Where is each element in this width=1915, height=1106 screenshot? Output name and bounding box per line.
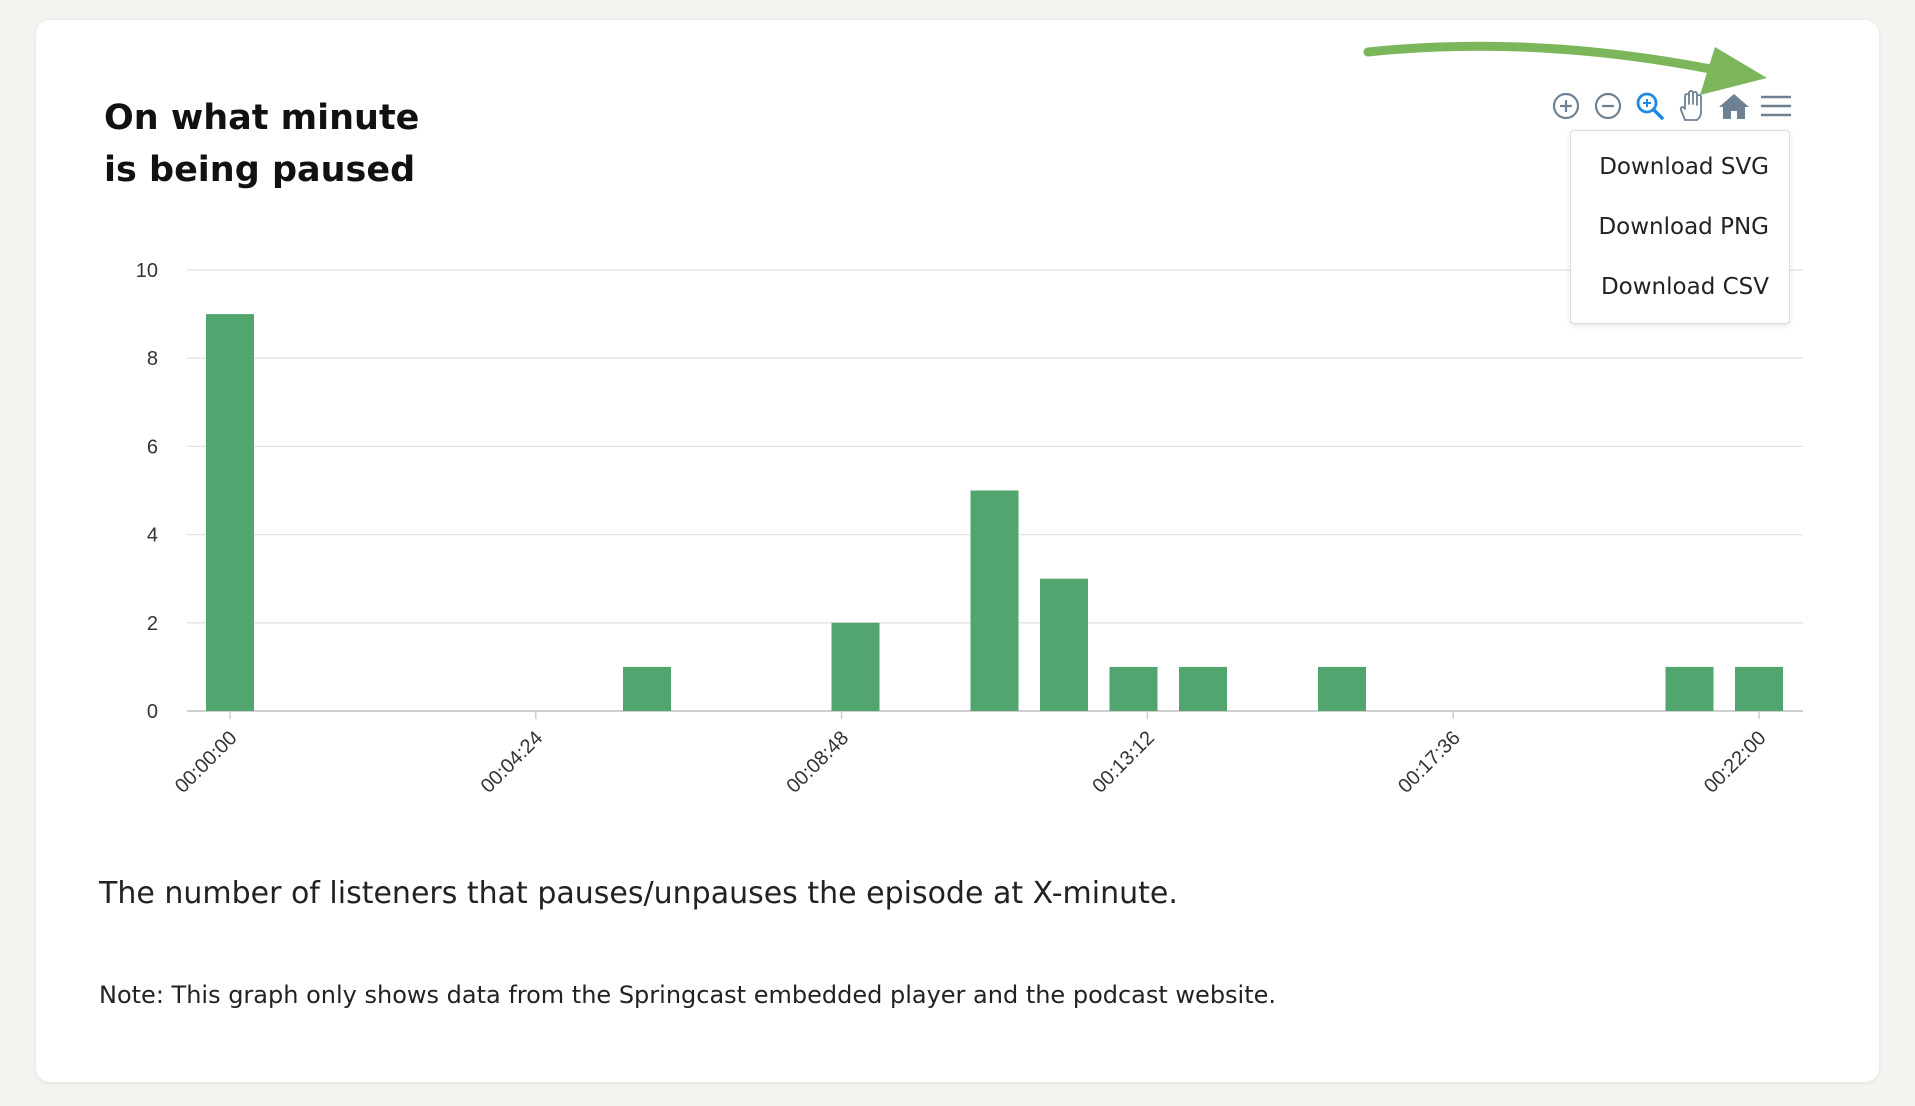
export-menu: Download SVG Download PNG Download CSV [1570, 130, 1790, 324]
bar [1735, 666, 1783, 711]
title-line-1: On what minute [104, 98, 420, 138]
y-tick-label: 0 [147, 701, 158, 723]
selection-zoom-icon[interactable] [1629, 88, 1671, 124]
download-svg-item[interactable]: Download SVG [1599, 154, 1769, 180]
x-tick-label: 00:22:00 [1700, 727, 1771, 798]
download-png-item[interactable]: Download PNG [1598, 214, 1769, 240]
zoom-in-icon[interactable] [1545, 88, 1587, 124]
x-tick-label: 00:13:12 [1088, 727, 1159, 798]
pan-hand-icon[interactable] [1671, 88, 1713, 124]
x-tick-label: 00:08:48 [783, 727, 854, 798]
bar [1179, 666, 1227, 711]
x-tick-label: 00:00:00 [171, 727, 242, 798]
y-tick-label: 2 [147, 613, 158, 635]
x-tick-label: 00:04:24 [477, 727, 548, 798]
bar [1040, 578, 1088, 711]
y-tick-label: 8 [147, 348, 158, 370]
x-tick-label: 00:17:36 [1394, 727, 1465, 798]
download-csv-item[interactable]: Download CSV [1600, 274, 1769, 300]
bar [1665, 666, 1714, 711]
y-tick-label: 4 [147, 525, 158, 547]
pause-minute-bar-chart: 0 2 4 6 8 10 00:00:00 00:04:24 00:08:48 00:13:12 0… [136, 260, 1803, 798]
bar [1318, 666, 1366, 711]
chart-caption: The number of listeners that pauses/unpa… [99, 876, 1178, 911]
menu-hamburger-icon[interactable] [1755, 88, 1797, 124]
bar [970, 490, 1019, 711]
chart-title: On what minute is being paused [104, 92, 524, 196]
bar [623, 666, 671, 711]
y-tick-label: 10 [136, 260, 158, 282]
chart-toolbar [1545, 88, 1797, 124]
bar [1109, 666, 1158, 711]
home-reset-icon[interactable] [1713, 88, 1755, 124]
y-tick-label: 6 [147, 436, 158, 458]
zoom-out-icon[interactable] [1587, 88, 1629, 124]
bar [206, 314, 254, 711]
chart-note: Note: This graph only shows data from th… [99, 981, 1277, 1009]
bar [831, 622, 880, 711]
title-line-2: is being paused [104, 150, 416, 190]
